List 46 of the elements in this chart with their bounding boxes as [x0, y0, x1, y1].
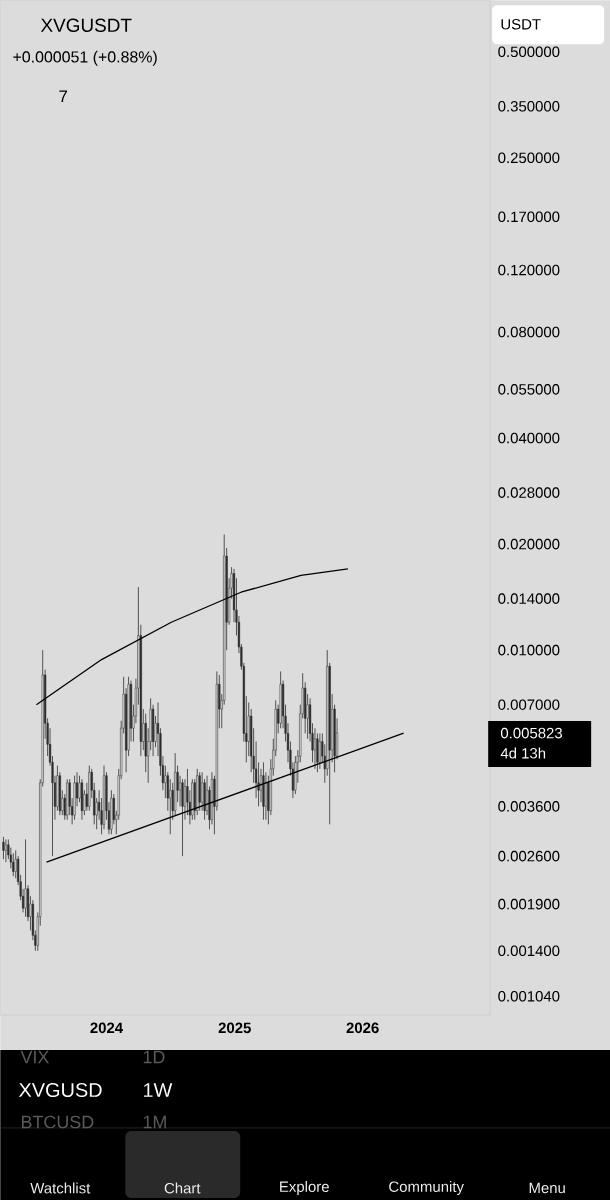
candlestick: [4, 839, 7, 863]
text: VIX: [20, 1050, 49, 1064]
y-tick-label: 0.080000: [498, 326, 560, 338]
y-tick-label: 0.055000: [498, 384, 560, 395]
text: Menu: [529, 1182, 565, 1194]
text: USDT: [501, 18, 541, 30]
annotation: +0.000051 (+0.88%): [13, 50, 157, 66]
y-tick-label: 0.500000: [498, 46, 560, 58]
text: BTCUSD: [21, 1115, 94, 1129]
text: XVGUSDT: [40, 18, 132, 32]
x-tick-label: 2026: [346, 1022, 379, 1034]
text: 4d 13h: [500, 747, 545, 759]
text: XVGUSD: [18, 1082, 102, 1098]
y-tick-label: 0.010000: [498, 644, 560, 656]
candlestick: [181, 778, 184, 857]
y-tick-label: 0.170000: [498, 211, 560, 223]
x-tick-label: 2025: [218, 1022, 251, 1034]
text: 1W: [143, 1083, 173, 1097]
y-tick-label: 0.001900: [498, 898, 560, 910]
candlestick: [262, 761, 265, 821]
y-tick-label: 0.020000: [498, 538, 560, 550]
y-tick-label: 0.014000: [498, 593, 560, 604]
text: Community: [388, 1181, 464, 1195]
candlestick: [318, 733, 321, 770]
candlestick: [24, 839, 27, 918]
y-tick-label: 0.002600: [498, 850, 560, 862]
text: Chart: [164, 1182, 201, 1194]
y-tick-label: 0.250000: [498, 152, 560, 164]
annotation: 7: [59, 90, 67, 103]
y-tick-label: 0.003600: [498, 801, 560, 812]
text: Explore: [279, 1181, 329, 1195]
x-tick-label: 2024: [90, 1022, 123, 1034]
candlestick: [14, 849, 17, 879]
line-series: [35, 568, 349, 706]
y-tick-label: 0.007000: [498, 699, 560, 710]
text: 1D: [143, 1050, 165, 1064]
y-tick-label: 0.040000: [498, 432, 560, 444]
y-tick-label: 0.001400: [498, 945, 560, 957]
text: 0.005823: [500, 727, 562, 739]
text: Watchlist: [30, 1182, 90, 1194]
y-tick-label: 0.028000: [498, 487, 560, 498]
y-tick-label: 0.001040: [498, 991, 560, 1002]
text: 1M: [143, 1115, 166, 1129]
y-tick-label: 0.120000: [498, 264, 560, 276]
candlestick: [168, 778, 172, 835]
y-tick-label: 0.350000: [498, 101, 560, 112]
